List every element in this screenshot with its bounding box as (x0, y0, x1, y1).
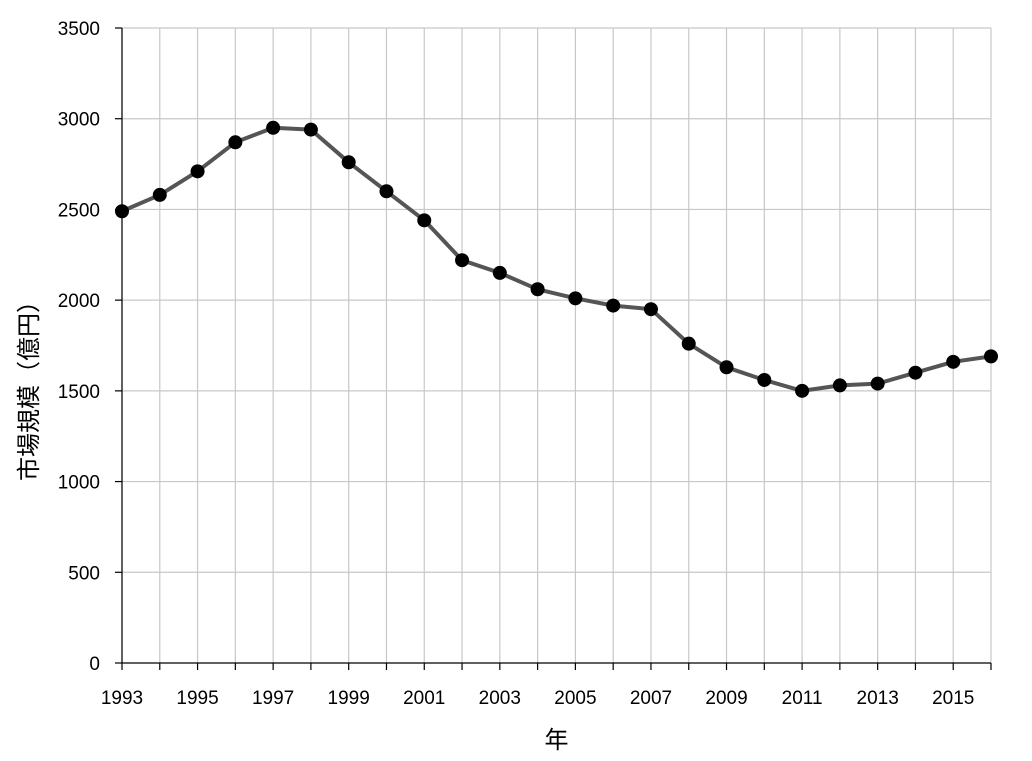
x-axis-title: 年 (545, 726, 569, 754)
y-tick-label: 1000 (58, 473, 100, 494)
data-point (832, 378, 847, 393)
x-tick-label: 2003 (479, 688, 521, 709)
x-tick-label: 2009 (705, 688, 747, 709)
x-tick-label: 2013 (857, 688, 899, 709)
y-tick-label: 1500 (58, 382, 100, 403)
x-tick-label: 2011 (782, 688, 823, 709)
data-point (266, 120, 281, 135)
x-tick-label: 1999 (328, 688, 370, 709)
data-point (379, 184, 394, 199)
x-tick-label: 2007 (630, 688, 672, 709)
series-layer (115, 120, 998, 398)
data-point (568, 291, 583, 306)
data-point (530, 282, 545, 297)
data-point (228, 135, 243, 150)
y-tick-label: 3000 (58, 110, 100, 131)
data-point (870, 376, 885, 391)
data-point (946, 354, 961, 369)
data-point (303, 122, 318, 137)
data-point (908, 365, 923, 380)
data-point (795, 383, 810, 398)
data-point (719, 360, 734, 375)
data-point (681, 336, 696, 351)
data-point (492, 265, 507, 280)
x-tick-label: 1995 (176, 688, 218, 709)
x-tick-label: 1993 (101, 688, 143, 709)
y-tick-label: 2000 (58, 291, 100, 312)
series-line (120, 125, 993, 393)
y-tick-label: 2500 (58, 200, 100, 221)
grid-layer (121, 27, 992, 663)
x-tick-label: 2015 (932, 688, 974, 709)
data-point (757, 372, 772, 387)
data-point (984, 349, 998, 364)
data-point (643, 302, 658, 317)
y-tick-label: 0 (89, 654, 100, 675)
data-point (455, 253, 470, 268)
data-point (417, 213, 432, 228)
data-point (115, 204, 129, 219)
x-tick-label: 2001 (403, 688, 445, 709)
y-tick-label: 500 (68, 563, 100, 584)
data-point (341, 155, 356, 170)
y-axis-title: 市場規模（億円） (15, 289, 43, 481)
y-tick-label: 3500 (58, 19, 100, 40)
axis-layer (115, 27, 992, 670)
x-tick-label: 1997 (252, 688, 294, 709)
data-point (190, 164, 205, 179)
data-point (606, 298, 621, 313)
tick-layer: 0 500 1000 1500 2000 2500 3000 3500 1993 1995 1997… (58, 19, 975, 709)
x-tick-label: 2005 (554, 688, 596, 709)
data-point (152, 187, 167, 202)
